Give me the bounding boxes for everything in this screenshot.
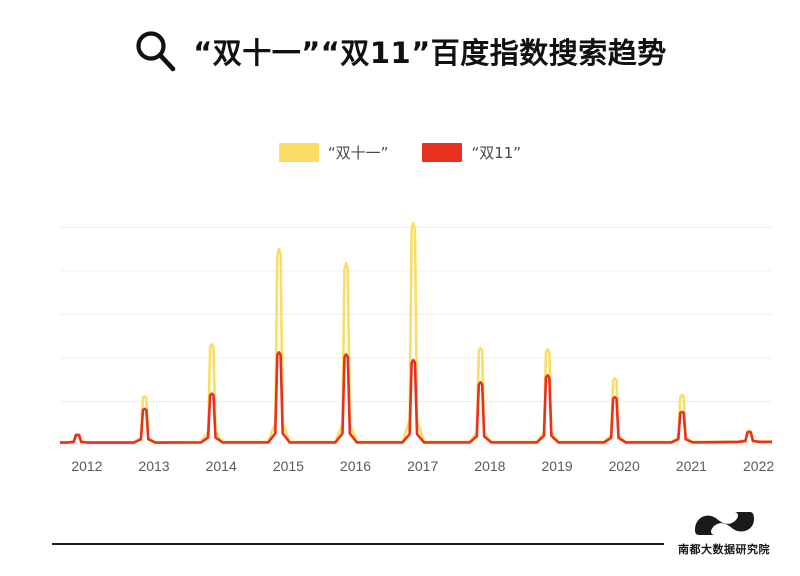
x-axis-tick-label: 2012 <box>71 458 103 474</box>
x-axis-tick-label: 2015 <box>272 458 304 474</box>
x-axis-tick-label: 2021 <box>675 458 707 474</box>
nandu-logo-icon <box>695 512 754 535</box>
legend-swatch-red <box>422 143 463 162</box>
search-trend-line-chart <box>60 221 772 445</box>
x-axis-tick-label: 2016 <box>339 458 372 474</box>
legend-item-shuang11-num[interactable]: “双11” <box>422 142 521 163</box>
footer-brand-text: 南都大数据研究院 <box>678 543 770 556</box>
legend-item-shuang11-cn[interactable]: “双十一” <box>278 142 389 163</box>
footer-brand: 南都大数据研究院 <box>664 508 784 564</box>
chart-series-line <box>60 351 772 444</box>
page-title-text: “双十一”“双11”百度指数搜索趋势 <box>193 36 667 70</box>
footer-divider <box>52 543 742 545</box>
x-axis-tick-label: 2022 <box>743 458 775 474</box>
search-icon <box>136 31 176 72</box>
chart-x-axis: 2012 2013 2014 2015 2016 2017 2018 2019 2020 2021… <box>60 458 775 478</box>
x-axis-tick-label: 2014 <box>205 458 237 474</box>
legend-label-shuang11-cn: “双十一” <box>327 144 389 162</box>
chart-plot-area <box>60 210 772 445</box>
x-axis-tick-label: 2020 <box>608 458 640 474</box>
x-axis-tick-label: 2018 <box>474 458 506 474</box>
x-axis-tick-label: 2013 <box>138 458 170 474</box>
page-title: “双十一”“双11”百度指数搜索趋势 <box>0 28 800 74</box>
legend-swatch-yellow <box>278 143 319 162</box>
legend-label-shuang11-num: “双11” <box>471 144 522 162</box>
chart-series-group <box>60 221 772 444</box>
x-axis-tick-label: 2017 <box>407 458 439 474</box>
chart-legend: “双十一” “双11” <box>0 142 800 163</box>
x-axis-tick-label: 2019 <box>541 458 573 474</box>
